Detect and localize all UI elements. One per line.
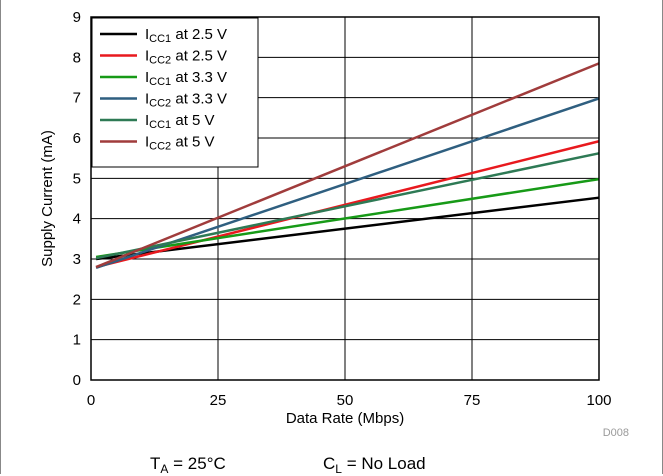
legend-entry-4: ICC1 at 5 V (145, 112, 215, 131)
x-axis-title: Data Rate (Mbps) (286, 410, 404, 427)
y-tick-label-3: 3 (73, 251, 81, 268)
y-tick-label-6: 6 (73, 130, 81, 147)
legend-entry-3: ICC2 at 3.3 V (145, 91, 227, 110)
x-tick-label-3: 75 (464, 392, 481, 409)
y-tick-label-2: 2 (73, 291, 81, 308)
legend-entry-2: ICC1 at 3.3 V (145, 69, 227, 88)
y-tick-label-7: 7 (73, 90, 81, 107)
x-tick-label-2: 50 (337, 392, 354, 409)
legend-entry-1: ICC2 at 2.5 V (145, 48, 227, 67)
condition-ta: TA = 25°C (150, 454, 226, 476)
condition-cl: CL = No Load (323, 454, 426, 476)
series-line-0 (95, 196, 600, 261)
test-conditions: TA = 25°C CL = No Load (150, 454, 426, 476)
x-tick-label-1: 25 (210, 392, 227, 409)
series-lines (95, 62, 600, 270)
y-tick-label-9: 9 (73, 9, 81, 26)
plot-border (90, 16, 600, 381)
series-line-2 (95, 177, 600, 259)
x-tick-labels: 0 25 50 75 100 (87, 392, 612, 409)
series-line-4 (95, 152, 600, 260)
legend-entry-0: ICC1 at 2.5 V (145, 26, 227, 45)
x-tick-label-4: 100 (586, 392, 611, 409)
y-tick-labels: 0 1 2 3 4 5 6 7 8 9 (73, 9, 81, 389)
y-axis-title: Supply Current (mA) (39, 130, 56, 267)
y-tick-label-4: 4 (73, 211, 81, 228)
y-tick-label-5: 5 (73, 170, 81, 187)
figure-code: D008 (603, 427, 629, 439)
y-tick-label-8: 8 (73, 49, 81, 66)
y-tick-label-1: 1 (73, 332, 81, 349)
x-tick-label-0: 0 (87, 392, 95, 409)
legend-entry-5: ICC2 at 5 V (145, 134, 215, 153)
legend: ICC1 at 2.5 V ICC2 at 2.5 V ICC1 at 3.3 V I… (91, 17, 259, 168)
series-line-5 (95, 62, 600, 269)
series-line-1 (95, 140, 600, 269)
y-tick-label-0: 0 (73, 372, 81, 389)
